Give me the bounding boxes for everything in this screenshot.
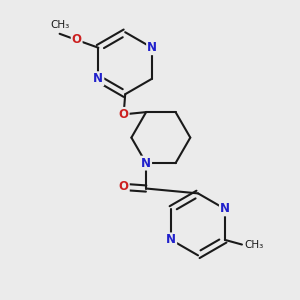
Text: CH₃: CH₃ [50, 20, 69, 30]
Text: O: O [119, 181, 129, 194]
Text: O: O [72, 34, 82, 46]
Text: N: N [220, 202, 230, 215]
Text: N: N [93, 72, 103, 85]
Text: CH₃: CH₃ [244, 239, 264, 250]
Text: N: N [147, 41, 157, 54]
Text: N: N [141, 157, 151, 169]
Text: N: N [166, 233, 176, 246]
Text: O: O [119, 108, 129, 121]
